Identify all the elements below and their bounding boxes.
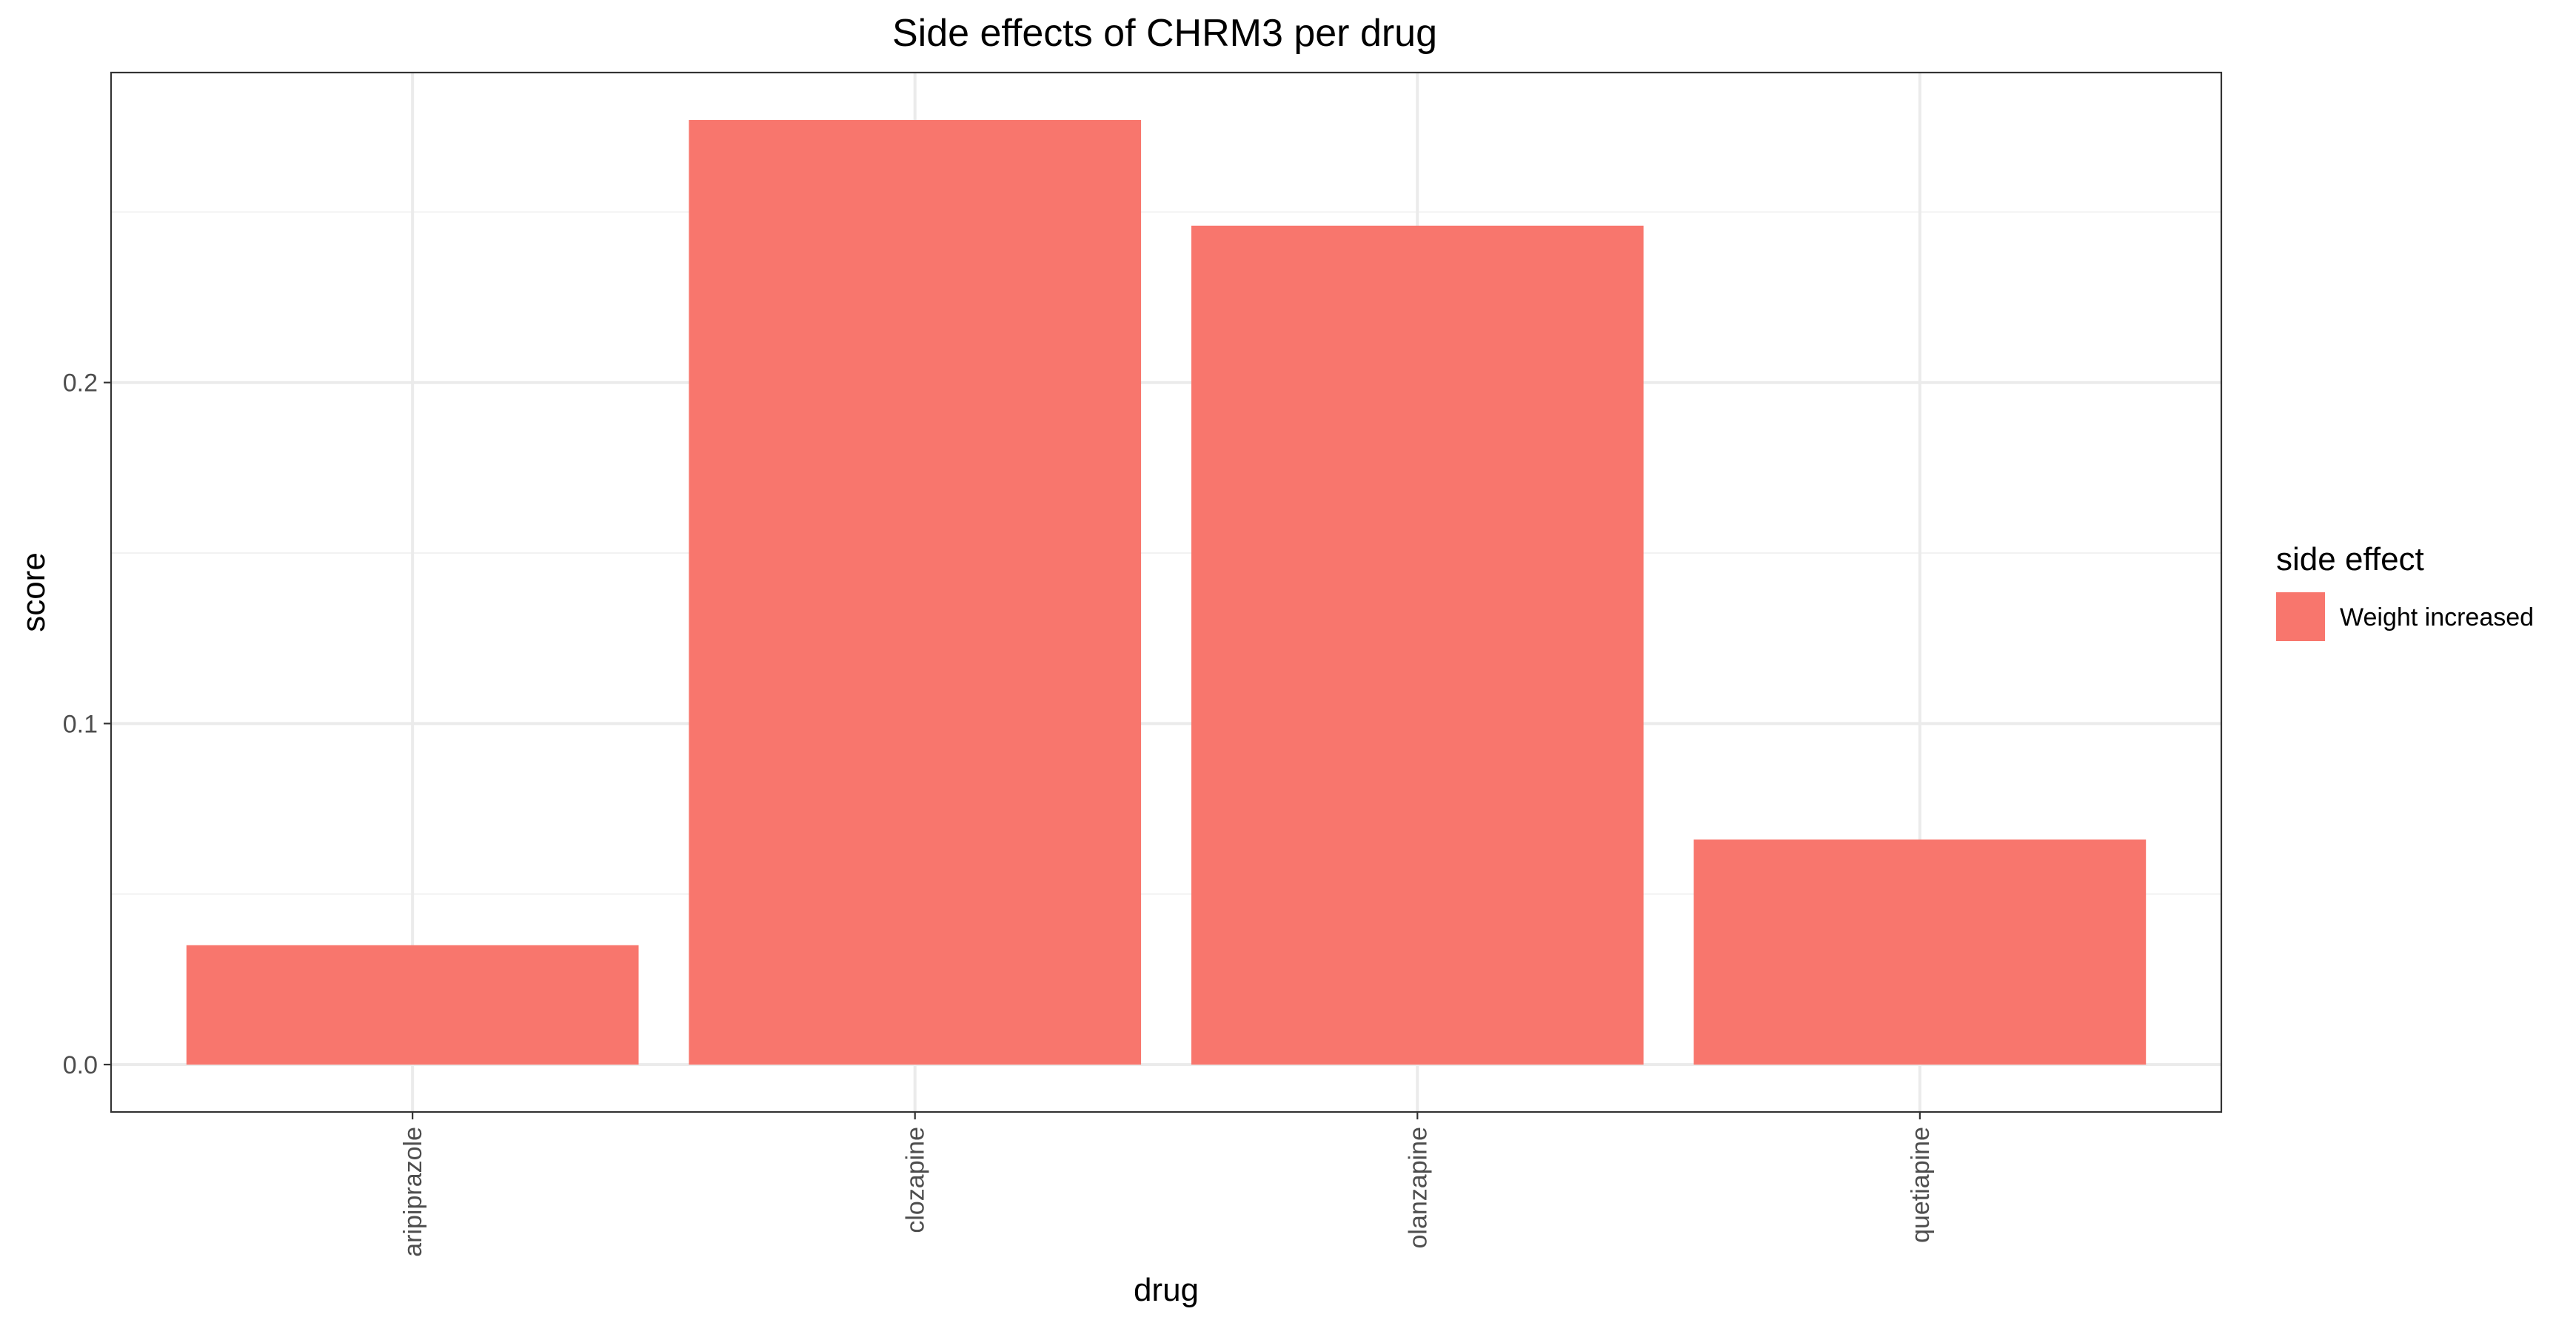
bars [186, 120, 2147, 1065]
y-axis-title: score [16, 552, 52, 632]
y-tick-label: 0.0 [63, 1051, 98, 1079]
x-tick-label: clozapine [902, 1127, 930, 1233]
y-tick-label: 0.2 [63, 369, 98, 398]
legend-swatch [2276, 592, 2325, 641]
bar [1191, 225, 1644, 1065]
legend: side effect Weight increased [2276, 541, 2534, 641]
bar [1693, 839, 2147, 1065]
x-tick-label: aripiprazole [399, 1127, 427, 1257]
x-tick-label: quetiapine [1907, 1127, 1935, 1243]
x-tick-label: olanzapine [1404, 1127, 1432, 1248]
y-tick-label: 0.1 [63, 710, 98, 738]
chart-title: Side effects of CHRM3 per drug [892, 12, 1437, 55]
bar [186, 945, 639, 1065]
y-axis: 0.0 0.1 0.2 [63, 369, 111, 1079]
legend-title: side effect [2276, 541, 2424, 577]
legend-label: Weight increased [2340, 603, 2534, 631]
x-axis-title: drug [1134, 1272, 1199, 1308]
panel-border [110, 71, 2223, 1113]
bar [689, 120, 1142, 1065]
x-axis: aripiprazole clozapine olanzapine quetiapin… [399, 1112, 1935, 1257]
legend-items: Weight increased [2276, 592, 2534, 641]
